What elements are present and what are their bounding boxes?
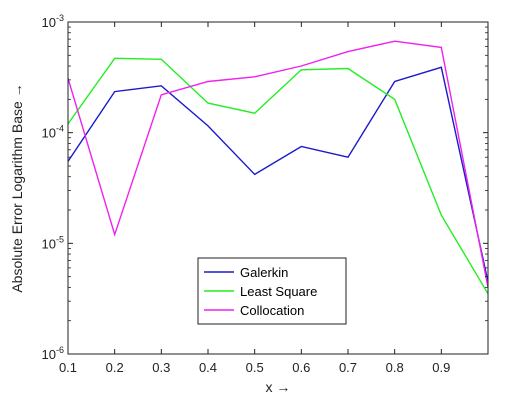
series-line-galerkin	[67, 66, 489, 282]
legend-label: Least Square	[240, 284, 317, 299]
x-tick-label: 0.4	[199, 360, 217, 375]
y-tick-label: 10-5	[42, 234, 64, 251]
x-tick-label: 0.2	[106, 360, 124, 375]
series-layer	[67, 40, 489, 295]
y-axis-label: Absolute Error Logarithm Base →	[9, 83, 25, 292]
x-tick-label: 0.8	[386, 360, 404, 375]
y-tick-label: 10-3	[42, 13, 64, 30]
series-line-least-square	[67, 57, 489, 295]
legend-label: Galerkin	[240, 265, 288, 280]
x-tick-label: 0.5	[246, 360, 264, 375]
x-tick-label: 0.3	[152, 360, 170, 375]
x-tick-label: 0.1	[59, 360, 77, 375]
legend-label: Collocation	[240, 303, 304, 318]
x-tick-label: 0.7	[339, 360, 357, 375]
x-tick-label: 0.6	[292, 360, 310, 375]
x-axis-label: x →	[266, 379, 291, 395]
ticks-layer: 0.1 0.2 0.3 0.4 0.5 0.6 0.7 0.8 0.9 10-3 10-4 10-5 1…	[42, 13, 488, 375]
x-tick-label: 0.9	[432, 360, 450, 375]
y-tick-label: 10-6	[42, 345, 64, 362]
legend: Galerkin Least Square Collocation	[197, 257, 347, 325]
plot-frame	[67, 21, 489, 355]
series-line-collocation	[67, 40, 489, 288]
y-tick-label: 10-4	[42, 124, 64, 141]
